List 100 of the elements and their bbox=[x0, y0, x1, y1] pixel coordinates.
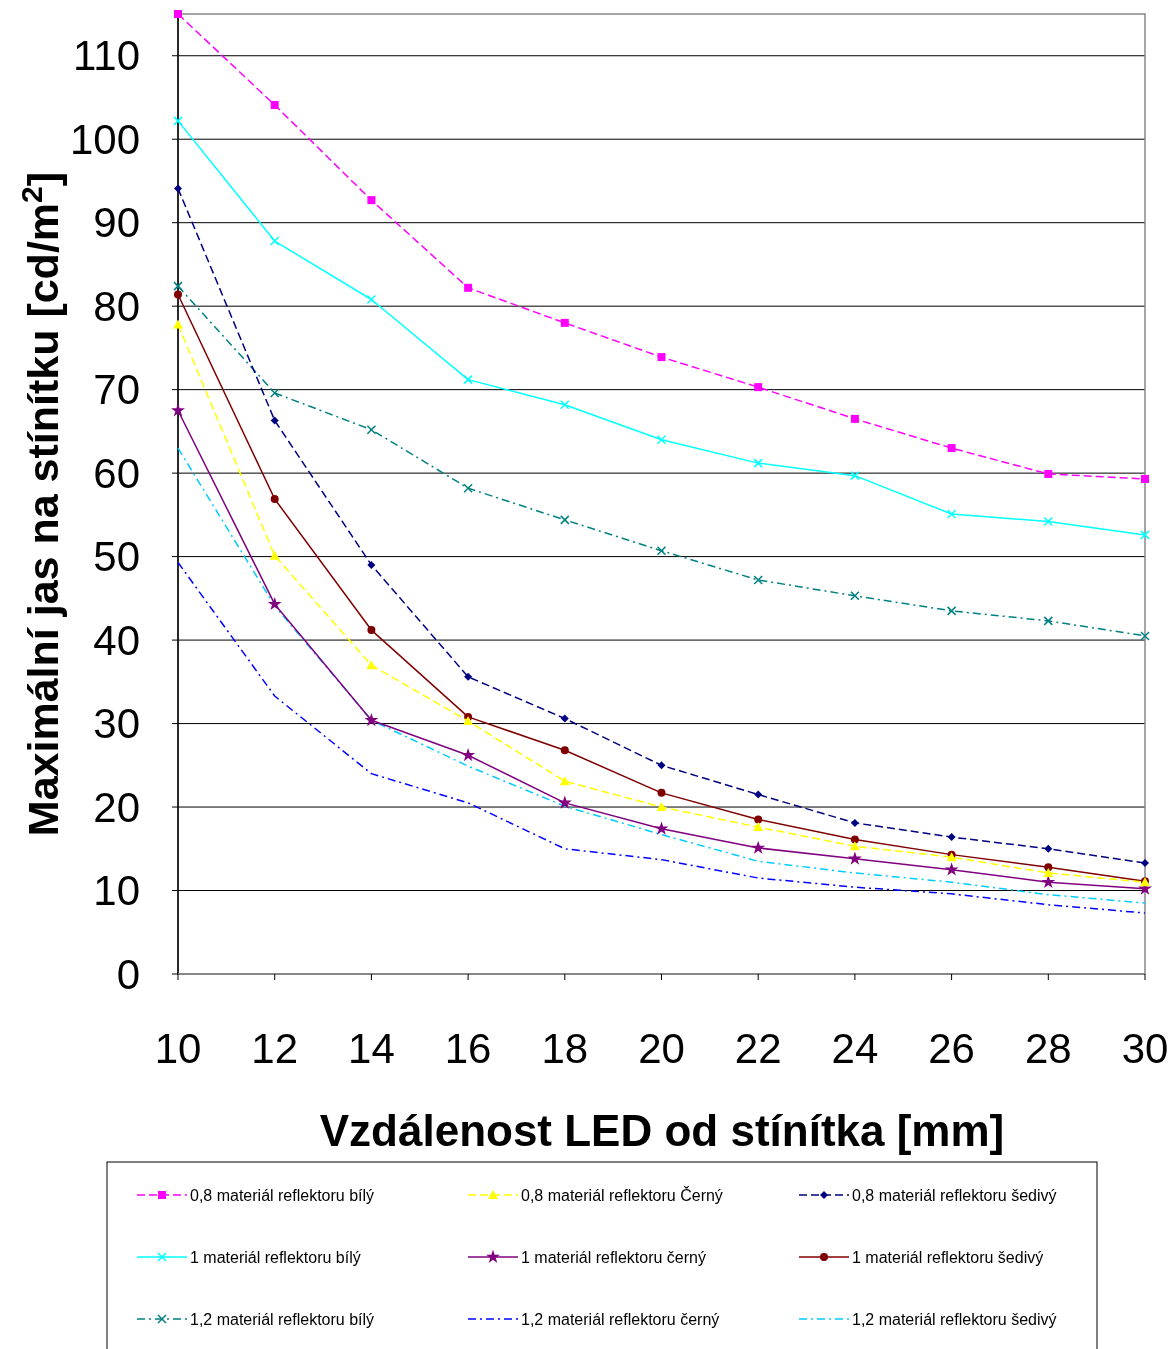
point bbox=[847, 851, 862, 865]
point bbox=[850, 818, 859, 827]
x-axis-title: Vzdálenost LED od stínítka [mm] bbox=[319, 1106, 1005, 1155]
point bbox=[946, 606, 957, 616]
point bbox=[463, 716, 474, 726]
y-tick-label: 40 bbox=[93, 616, 140, 664]
point bbox=[753, 458, 763, 468]
point bbox=[270, 100, 279, 109]
y-tick-label: 30 bbox=[93, 700, 140, 748]
point bbox=[657, 788, 666, 797]
y-tick-label: 0 bbox=[116, 950, 140, 998]
point bbox=[1044, 469, 1053, 478]
point bbox=[464, 283, 473, 292]
point bbox=[947, 444, 956, 453]
point bbox=[754, 790, 763, 799]
x-tick-label: 20 bbox=[638, 1025, 685, 1072]
point bbox=[654, 821, 669, 835]
point bbox=[753, 822, 764, 832]
point bbox=[1043, 616, 1054, 626]
x-tick-label: 22 bbox=[734, 1025, 782, 1072]
point bbox=[560, 515, 570, 525]
legend-label: 1 materiál reflektoru bílý bbox=[190, 1248, 361, 1266]
point bbox=[656, 434, 667, 445]
point bbox=[463, 483, 473, 493]
legend-label: 1,2 materiál reflektoru bílý bbox=[190, 1310, 375, 1328]
point bbox=[1141, 474, 1149, 483]
point bbox=[560, 714, 569, 723]
point bbox=[754, 383, 763, 392]
y-tick-label: 10 bbox=[93, 867, 140, 915]
point bbox=[1141, 858, 1149, 867]
point bbox=[947, 833, 956, 842]
point bbox=[657, 761, 666, 770]
y-tick-label: 90 bbox=[93, 199, 140, 247]
point bbox=[560, 399, 570, 410]
point bbox=[461, 747, 476, 762]
y-tick-label: 50 bbox=[93, 533, 140, 581]
point bbox=[1043, 867, 1054, 877]
point bbox=[463, 374, 473, 385]
point bbox=[559, 776, 570, 786]
point bbox=[946, 509, 957, 519]
point bbox=[367, 560, 376, 569]
point bbox=[850, 414, 859, 423]
point bbox=[1140, 631, 1150, 641]
point bbox=[656, 802, 667, 812]
y-tick-label: 100 bbox=[69, 115, 140, 163]
point bbox=[174, 184, 182, 193]
legend-label: 1 materiál reflektoru šedivý bbox=[852, 1248, 1044, 1266]
point bbox=[270, 416, 279, 425]
point bbox=[850, 835, 859, 844]
legend-label: 1,2 materiál reflektoru černý bbox=[521, 1310, 720, 1328]
point bbox=[849, 841, 860, 851]
x-tick-label: 12 bbox=[251, 1025, 299, 1072]
point bbox=[850, 470, 860, 481]
x-tick-label: 10 bbox=[154, 1025, 202, 1072]
point bbox=[174, 290, 182, 299]
point bbox=[850, 591, 860, 601]
point bbox=[367, 196, 376, 205]
y-tick-label: 80 bbox=[93, 282, 140, 330]
point bbox=[269, 236, 280, 246]
legend-label: 0,8 materiál reflektoru bílý bbox=[190, 1186, 375, 1204]
point bbox=[364, 712, 379, 727]
point bbox=[267, 596, 282, 611]
point bbox=[944, 862, 959, 876]
x-tick-label: 24 bbox=[831, 1025, 879, 1072]
point bbox=[173, 319, 183, 329]
x-tick-label: 18 bbox=[541, 1025, 589, 1072]
point bbox=[366, 660, 377, 670]
x-tick-label: 30 bbox=[1121, 1025, 1169, 1072]
point bbox=[174, 10, 182, 18]
point bbox=[557, 795, 572, 809]
y-tick-label: 20 bbox=[93, 783, 140, 831]
point bbox=[464, 672, 473, 681]
y-tick-label: 110 bbox=[73, 32, 140, 80]
point bbox=[270, 495, 279, 504]
point bbox=[366, 424, 377, 435]
x-tick-label: 28 bbox=[1024, 1025, 1072, 1072]
point bbox=[657, 353, 666, 362]
y-tick-label: 70 bbox=[93, 366, 140, 414]
point bbox=[171, 403, 185, 417]
point bbox=[1044, 844, 1053, 853]
point bbox=[656, 546, 667, 556]
legend-label: 0,8 materiál reflektoru Černý bbox=[521, 1185, 723, 1204]
y-tick-label: 60 bbox=[93, 449, 140, 497]
point bbox=[367, 626, 376, 635]
point bbox=[1140, 530, 1150, 540]
point bbox=[366, 294, 377, 305]
point bbox=[560, 318, 569, 327]
point bbox=[753, 575, 763, 585]
point bbox=[173, 281, 183, 291]
legend-label: 1 materiál reflektoru černý bbox=[521, 1248, 706, 1266]
x-tick-label: 16 bbox=[444, 1025, 492, 1072]
point bbox=[751, 840, 766, 854]
point bbox=[269, 388, 280, 398]
point bbox=[560, 746, 569, 755]
x-tick-label: 14 bbox=[348, 1025, 395, 1072]
legend-label: 1,2 materiál reflektoru šedivý bbox=[852, 1310, 1057, 1328]
legend-label: 0,8 materiál reflektoru šedivý bbox=[852, 1186, 1057, 1204]
x-tick-label: 26 bbox=[928, 1025, 975, 1072]
point bbox=[754, 815, 763, 824]
point bbox=[173, 116, 183, 126]
